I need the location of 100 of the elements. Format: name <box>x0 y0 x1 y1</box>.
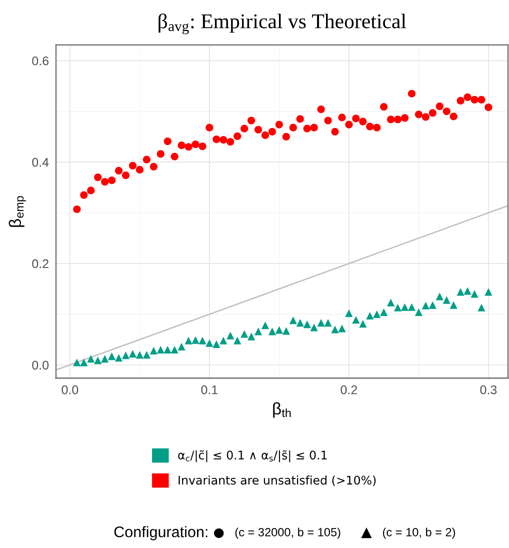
point <box>268 328 276 336</box>
point <box>254 126 262 134</box>
point <box>164 137 172 146</box>
point <box>247 332 256 340</box>
point <box>275 120 283 128</box>
x-tick-label: 0.2 <box>340 385 358 394</box>
point <box>380 103 388 111</box>
point <box>192 336 200 344</box>
point <box>331 128 339 136</box>
point <box>150 346 158 355</box>
point <box>128 162 137 170</box>
y-tick-label: 0.2 <box>32 259 48 268</box>
point <box>464 287 472 295</box>
point <box>484 104 492 112</box>
point <box>359 320 367 328</box>
point <box>226 332 234 340</box>
point <box>178 142 186 150</box>
point <box>220 336 228 344</box>
point <box>484 288 492 296</box>
point <box>310 324 318 332</box>
point <box>345 309 353 318</box>
y-tick-label: 0.0 <box>32 360 49 370</box>
point <box>282 327 290 335</box>
point <box>400 303 409 311</box>
point <box>359 118 367 126</box>
y-tick-label: 0.4 <box>32 158 49 167</box>
point <box>198 336 206 344</box>
point <box>156 150 164 158</box>
point <box>192 140 200 148</box>
point <box>436 292 444 300</box>
point <box>450 301 458 309</box>
point <box>394 304 402 312</box>
point <box>122 351 130 360</box>
point <box>289 316 297 324</box>
point <box>114 354 123 362</box>
x-tick-label: 0.0 <box>62 385 78 394</box>
point <box>275 326 283 334</box>
point <box>268 128 276 136</box>
point <box>122 171 130 180</box>
point <box>156 346 164 354</box>
point <box>240 330 248 338</box>
point <box>428 301 436 309</box>
point <box>247 116 256 124</box>
point <box>324 116 332 124</box>
point <box>464 93 472 101</box>
point <box>94 173 102 182</box>
point <box>212 340 220 348</box>
point <box>212 135 220 144</box>
point <box>414 308 423 316</box>
point <box>317 106 325 114</box>
point <box>101 355 109 363</box>
point <box>234 336 242 344</box>
point <box>94 356 102 364</box>
point <box>136 350 144 359</box>
point <box>373 124 381 132</box>
point <box>456 96 464 105</box>
point <box>178 342 186 350</box>
point <box>366 312 374 320</box>
x-tick-label: 0.3 <box>480 385 497 394</box>
point <box>478 304 486 312</box>
legend-title: Configuration: <box>114 526 208 540</box>
point <box>142 350 150 359</box>
point <box>450 112 458 120</box>
point <box>442 108 450 116</box>
point <box>206 124 214 132</box>
point <box>386 298 395 306</box>
point <box>108 176 116 184</box>
point <box>150 162 158 170</box>
point <box>108 352 116 360</box>
point <box>114 166 123 175</box>
point <box>324 319 332 327</box>
point <box>87 355 95 363</box>
point <box>366 122 374 130</box>
point <box>394 116 402 124</box>
point <box>170 152 178 160</box>
point <box>331 326 339 334</box>
point <box>101 178 109 186</box>
text: (c = 32000, b = 105) <box>235 528 340 539</box>
point <box>198 142 206 150</box>
point <box>170 346 178 354</box>
point <box>470 290 478 298</box>
point <box>310 124 318 132</box>
point <box>478 96 486 104</box>
point <box>345 120 353 128</box>
point <box>456 288 464 296</box>
point <box>282 132 290 141</box>
point <box>303 124 311 132</box>
point <box>422 302 430 310</box>
point <box>338 114 346 122</box>
point <box>128 350 137 358</box>
point <box>373 310 381 318</box>
point <box>254 328 262 336</box>
point <box>234 132 242 140</box>
point <box>73 205 81 214</box>
x-tick-label: 0.1 <box>201 385 218 394</box>
point <box>261 131 270 140</box>
point <box>206 339 214 347</box>
legend-label: α$_{c}$/|c̃| ≤ 0.1 ∧ α$_{s}$/|s̃| ≤ 0.1 <box>178 450 327 462</box>
point <box>436 102 444 110</box>
point <box>296 115 304 123</box>
